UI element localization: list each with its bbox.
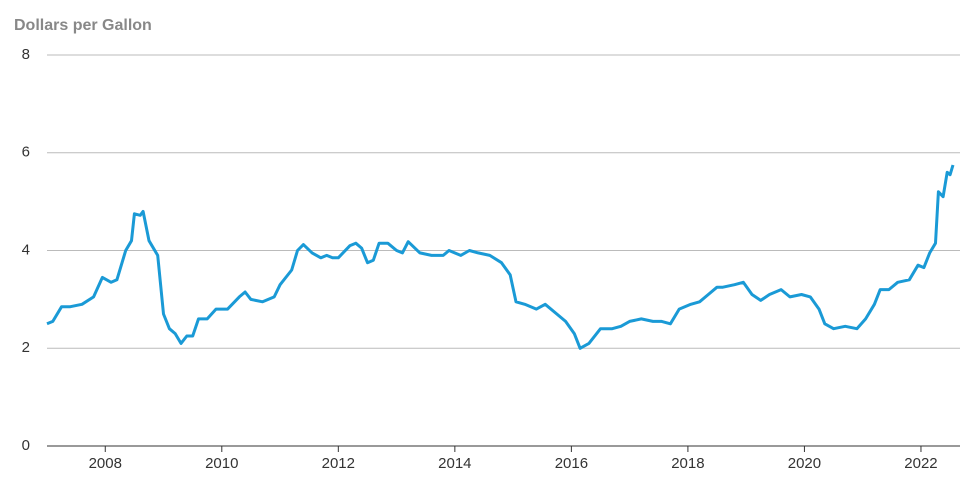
- line: [46, 164, 955, 350]
- x-tick-label: 2014: [438, 455, 471, 472]
- x-tick-label: 2016: [555, 455, 588, 472]
- x-tick-label: 2008: [89, 455, 122, 472]
- axis-title: Dollars per Gallon: [14, 17, 152, 34]
- x-tick-label: 2018: [671, 455, 704, 472]
- y-tick-label: 2: [22, 339, 30, 356]
- x-tick-label: 2020: [788, 455, 821, 472]
- y-tick-label: 6: [22, 144, 30, 161]
- x-tick-label: 2010: [205, 455, 238, 472]
- y-tick-label: 0: [22, 437, 30, 454]
- y-tick-label: 4: [22, 241, 30, 258]
- y-tick-label: 8: [22, 46, 30, 63]
- x-tick-label: 2012: [322, 455, 355, 472]
- x-tick-label: 2022: [904, 455, 937, 472]
